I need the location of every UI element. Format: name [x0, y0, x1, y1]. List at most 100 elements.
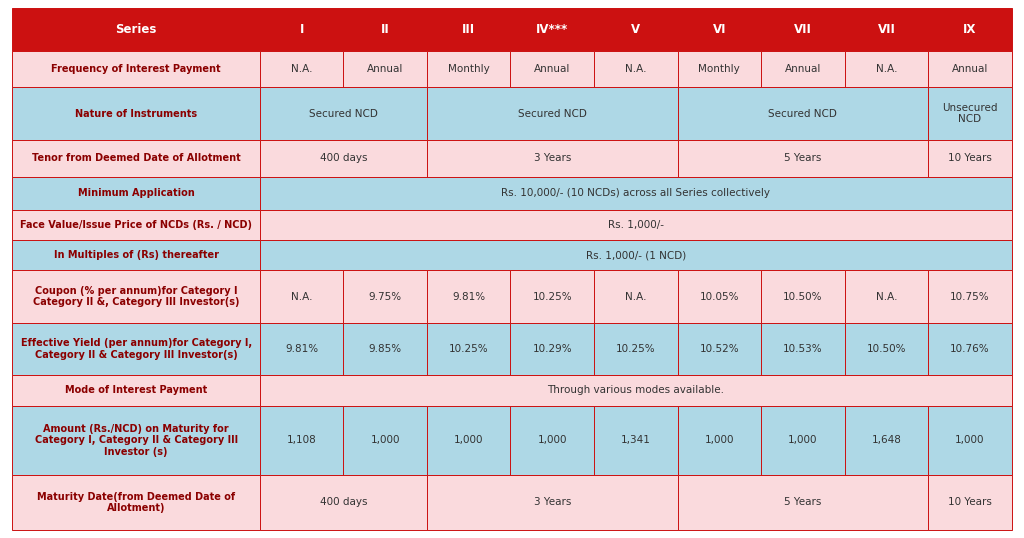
Bar — [928, 51, 1012, 88]
Bar — [511, 8, 594, 51]
Text: 10.25%: 10.25% — [616, 344, 655, 354]
Bar — [511, 51, 594, 88]
Text: 1,000: 1,000 — [955, 435, 985, 445]
Bar — [12, 176, 260, 210]
Text: 10.05%: 10.05% — [699, 292, 739, 302]
Bar — [260, 88, 427, 140]
Text: Through various modes available.: Through various modes available. — [547, 386, 724, 395]
Bar — [845, 271, 928, 323]
Text: N.A.: N.A. — [876, 292, 897, 302]
Bar — [427, 88, 678, 140]
Text: 9.81%: 9.81% — [285, 344, 318, 354]
Text: N.A.: N.A. — [625, 292, 646, 302]
Bar — [594, 51, 678, 88]
Bar — [260, 176, 1012, 210]
Bar — [928, 406, 1012, 475]
Bar — [928, 323, 1012, 376]
Text: Tenor from Deemed Date of Allotment: Tenor from Deemed Date of Allotment — [32, 153, 241, 163]
Bar — [761, 406, 845, 475]
Bar — [928, 475, 1012, 530]
Text: 9.81%: 9.81% — [453, 292, 485, 302]
Bar — [928, 140, 1012, 176]
Bar — [928, 8, 1012, 51]
Text: Face Value/Issue Price of NCDs (Rs. / NCD): Face Value/Issue Price of NCDs (Rs. / NC… — [20, 220, 252, 230]
Bar — [427, 51, 511, 88]
Text: 10.29%: 10.29% — [532, 344, 572, 354]
Text: IX: IX — [964, 23, 977, 36]
Text: Minimum Application: Minimum Application — [78, 188, 195, 198]
Bar — [260, 8, 343, 51]
Text: In Multiples of (Rs) thereafter: In Multiples of (Rs) thereafter — [53, 250, 218, 260]
Bar — [427, 406, 511, 475]
Text: VII: VII — [794, 23, 812, 36]
Bar — [511, 271, 594, 323]
Text: 3 Years: 3 Years — [534, 497, 571, 507]
Text: 10 Years: 10 Years — [948, 153, 992, 163]
Text: Secured NCD: Secured NCD — [768, 109, 838, 119]
Text: II: II — [381, 23, 389, 36]
Text: 10.50%: 10.50% — [783, 292, 822, 302]
Text: Secured NCD: Secured NCD — [518, 109, 587, 119]
Text: 10.50%: 10.50% — [866, 344, 906, 354]
Text: Series: Series — [116, 23, 157, 36]
Text: 5 Years: 5 Years — [784, 497, 821, 507]
Bar — [260, 271, 343, 323]
Bar — [594, 406, 678, 475]
Bar — [761, 271, 845, 323]
Text: 1,000: 1,000 — [705, 435, 734, 445]
Bar — [260, 323, 343, 376]
Bar — [511, 406, 594, 475]
Text: Annual: Annual — [367, 64, 403, 74]
Text: 9.75%: 9.75% — [369, 292, 401, 302]
Bar — [343, 8, 427, 51]
Text: 10.75%: 10.75% — [950, 292, 990, 302]
Bar — [845, 323, 928, 376]
Bar — [260, 240, 1012, 271]
Text: Annual: Annual — [784, 64, 821, 74]
Text: Annual: Annual — [535, 64, 570, 74]
Bar — [260, 51, 343, 88]
Bar — [427, 271, 511, 323]
Bar — [12, 271, 260, 323]
Text: Monthly: Monthly — [698, 64, 740, 74]
Bar — [761, 323, 845, 376]
Bar — [260, 475, 427, 530]
Bar — [343, 51, 427, 88]
Text: 1,000: 1,000 — [454, 435, 483, 445]
Bar — [12, 376, 260, 406]
Bar — [343, 271, 427, 323]
Text: IV***: IV*** — [537, 23, 568, 36]
Text: III: III — [462, 23, 475, 36]
Text: Mode of Interest Payment: Mode of Interest Payment — [65, 386, 207, 395]
Text: 10.25%: 10.25% — [532, 292, 572, 302]
Bar — [678, 406, 761, 475]
Bar — [343, 406, 427, 475]
Bar — [594, 323, 678, 376]
Bar — [928, 88, 1012, 140]
Text: Rs. 10,000/- (10 NCDs) across all Series collectively: Rs. 10,000/- (10 NCDs) across all Series… — [502, 188, 770, 198]
Text: Rs. 1,000/-: Rs. 1,000/- — [608, 220, 664, 230]
Bar — [761, 8, 845, 51]
Text: V: V — [631, 23, 640, 36]
Bar — [343, 323, 427, 376]
Bar — [12, 8, 260, 51]
Bar — [12, 210, 260, 240]
Text: Secured NCD: Secured NCD — [309, 109, 378, 119]
Bar — [845, 406, 928, 475]
Bar — [427, 323, 511, 376]
Bar — [678, 271, 761, 323]
Text: 10.53%: 10.53% — [783, 344, 822, 354]
Text: 1,000: 1,000 — [538, 435, 567, 445]
Text: N.A.: N.A. — [876, 64, 897, 74]
Text: Annual: Annual — [951, 64, 988, 74]
Text: 10 Years: 10 Years — [948, 497, 992, 507]
Bar — [427, 140, 678, 176]
Text: Maturity Date(from Deemed Date of
Allotment): Maturity Date(from Deemed Date of Allotm… — [37, 492, 236, 513]
Text: 400 days: 400 days — [319, 153, 368, 163]
Text: Amount (Rs./NCD) on Maturity for
Category I, Category II & Category III
Investor: Amount (Rs./NCD) on Maturity for Categor… — [35, 423, 238, 457]
Bar — [260, 376, 1012, 406]
Bar — [845, 51, 928, 88]
Bar — [12, 323, 260, 376]
Text: Nature of Instruments: Nature of Instruments — [75, 109, 198, 119]
Bar — [12, 51, 260, 88]
